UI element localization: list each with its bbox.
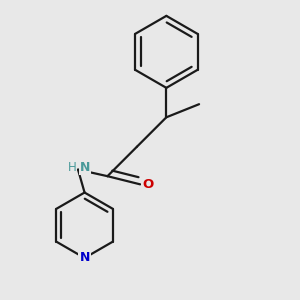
Text: N: N xyxy=(80,251,90,265)
Text: H: H xyxy=(68,161,76,175)
Text: N: N xyxy=(80,161,90,175)
Text: O: O xyxy=(143,178,154,191)
